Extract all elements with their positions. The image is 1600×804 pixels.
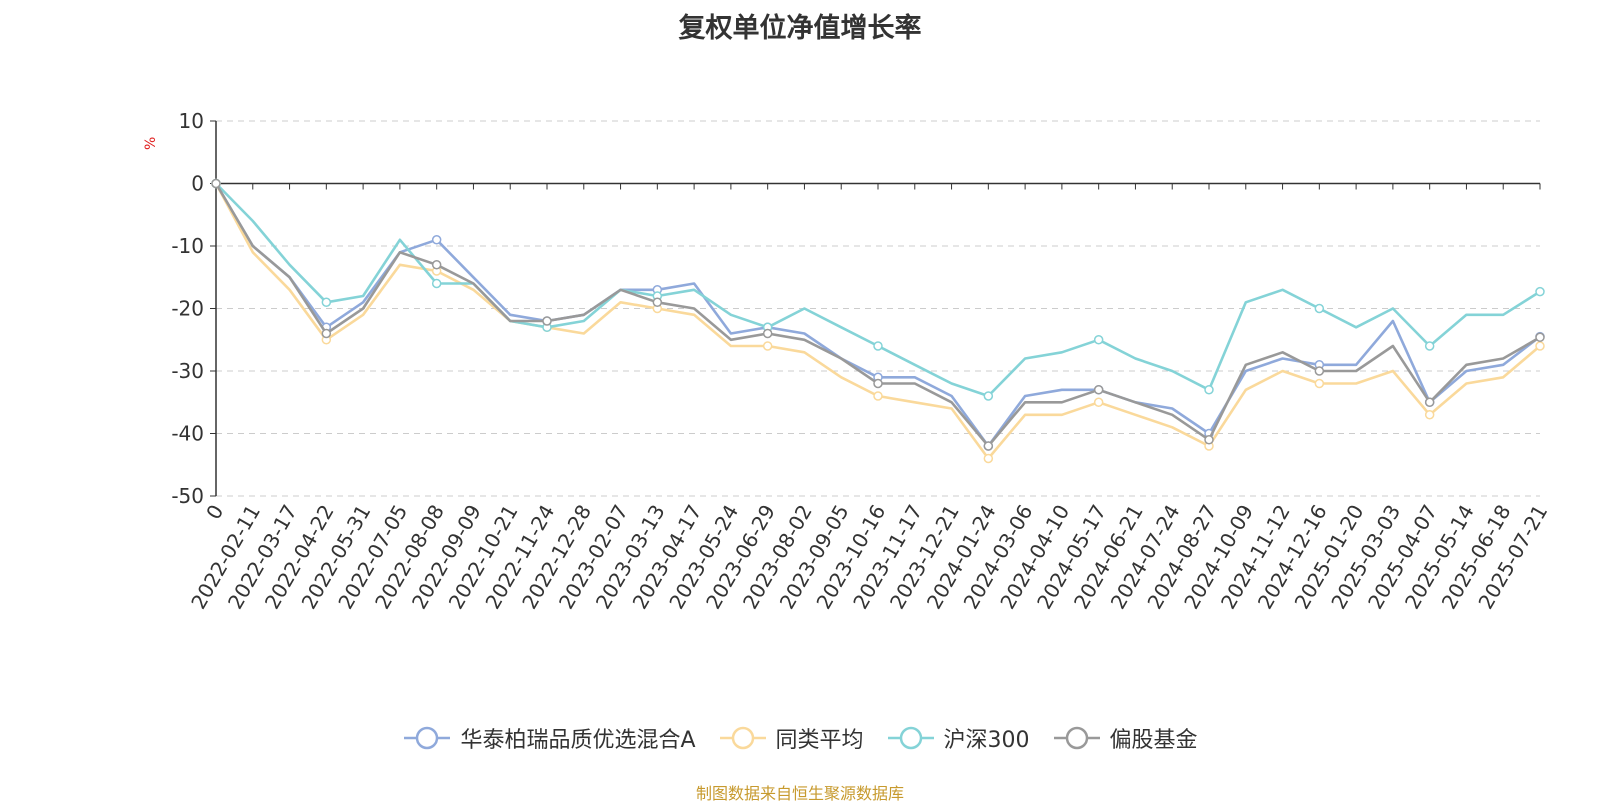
data-point [542, 316, 552, 326]
legend-item[interactable]: 沪深300 [886, 722, 1030, 754]
legend-symbol [887, 726, 934, 750]
y-tick-label: -40 [171, 422, 204, 446]
data-point [431, 260, 442, 270]
data-point [873, 378, 883, 389]
legend-marker [731, 726, 754, 750]
legend-label: 华泰柏瑞品质优选混合A [460, 728, 696, 753]
data-point [762, 328, 773, 339]
data-point [762, 341, 773, 351]
source-note: 制图数据来自恒生聚源数据库 [695, 784, 904, 803]
data-point [873, 341, 883, 351]
data-point [1093, 385, 1104, 395]
legend-symbol [1053, 726, 1100, 750]
data-point [321, 297, 332, 307]
data-point [211, 178, 221, 189]
data-point [1535, 341, 1545, 351]
legend-item[interactable]: 偏股基金 [1052, 722, 1198, 754]
data-point [321, 328, 332, 339]
legend-marker [899, 726, 922, 750]
data-point [1204, 435, 1214, 445]
y-tick-label: 10 [179, 109, 204, 133]
data-point [1314, 366, 1325, 376]
data-point [1314, 378, 1325, 389]
legend-label: 同类平均 [775, 728, 864, 753]
data-point [983, 391, 994, 401]
legend: 华泰柏瑞品质优选混合A 同类平均 沪深300 偏股基金 [0, 722, 1600, 754]
data-point [1314, 303, 1325, 314]
data-point [983, 453, 994, 464]
data-point [1424, 341, 1435, 351]
series-line-4 [214, 182, 1541, 448]
data-point [1204, 385, 1214, 395]
data-point [652, 297, 663, 307]
legend-marker [1065, 726, 1088, 750]
data-point [1093, 335, 1104, 345]
series-line-1 [214, 182, 1541, 448]
data-point [1093, 397, 1104, 407]
y-tick-label: -20 [171, 297, 204, 321]
data-point [1535, 332, 1545, 342]
data-point [1424, 410, 1435, 420]
data-point [1424, 397, 1435, 407]
data-point [983, 441, 994, 451]
y-tick-label: -50 [171, 484, 204, 508]
legend-item[interactable]: 同类平均 [718, 722, 864, 754]
legend-item[interactable]: 华泰柏瑞品质优选混合A [402, 722, 696, 754]
data-point [1535, 286, 1545, 297]
y-tick-label: 0 [191, 172, 204, 196]
line-chart: 100-10-20-30-40-5002022-02-112022-03-172… [171, 109, 1552, 613]
data-point [431, 235, 442, 245]
data-point [873, 391, 883, 401]
legend-symbol [719, 726, 766, 750]
data-point [431, 278, 442, 289]
y-tick-label: -30 [171, 359, 204, 383]
y-tick-label: -10 [171, 234, 204, 258]
legend-label: 偏股基金 [1109, 728, 1198, 753]
legend-marker [416, 726, 439, 750]
legend-symbol [404, 726, 451, 750]
legend-label: 沪深300 [943, 728, 1030, 753]
chart-title: 复权单位净值增长率 [678, 13, 922, 44]
x-tick-label: 0 [201, 501, 228, 524]
